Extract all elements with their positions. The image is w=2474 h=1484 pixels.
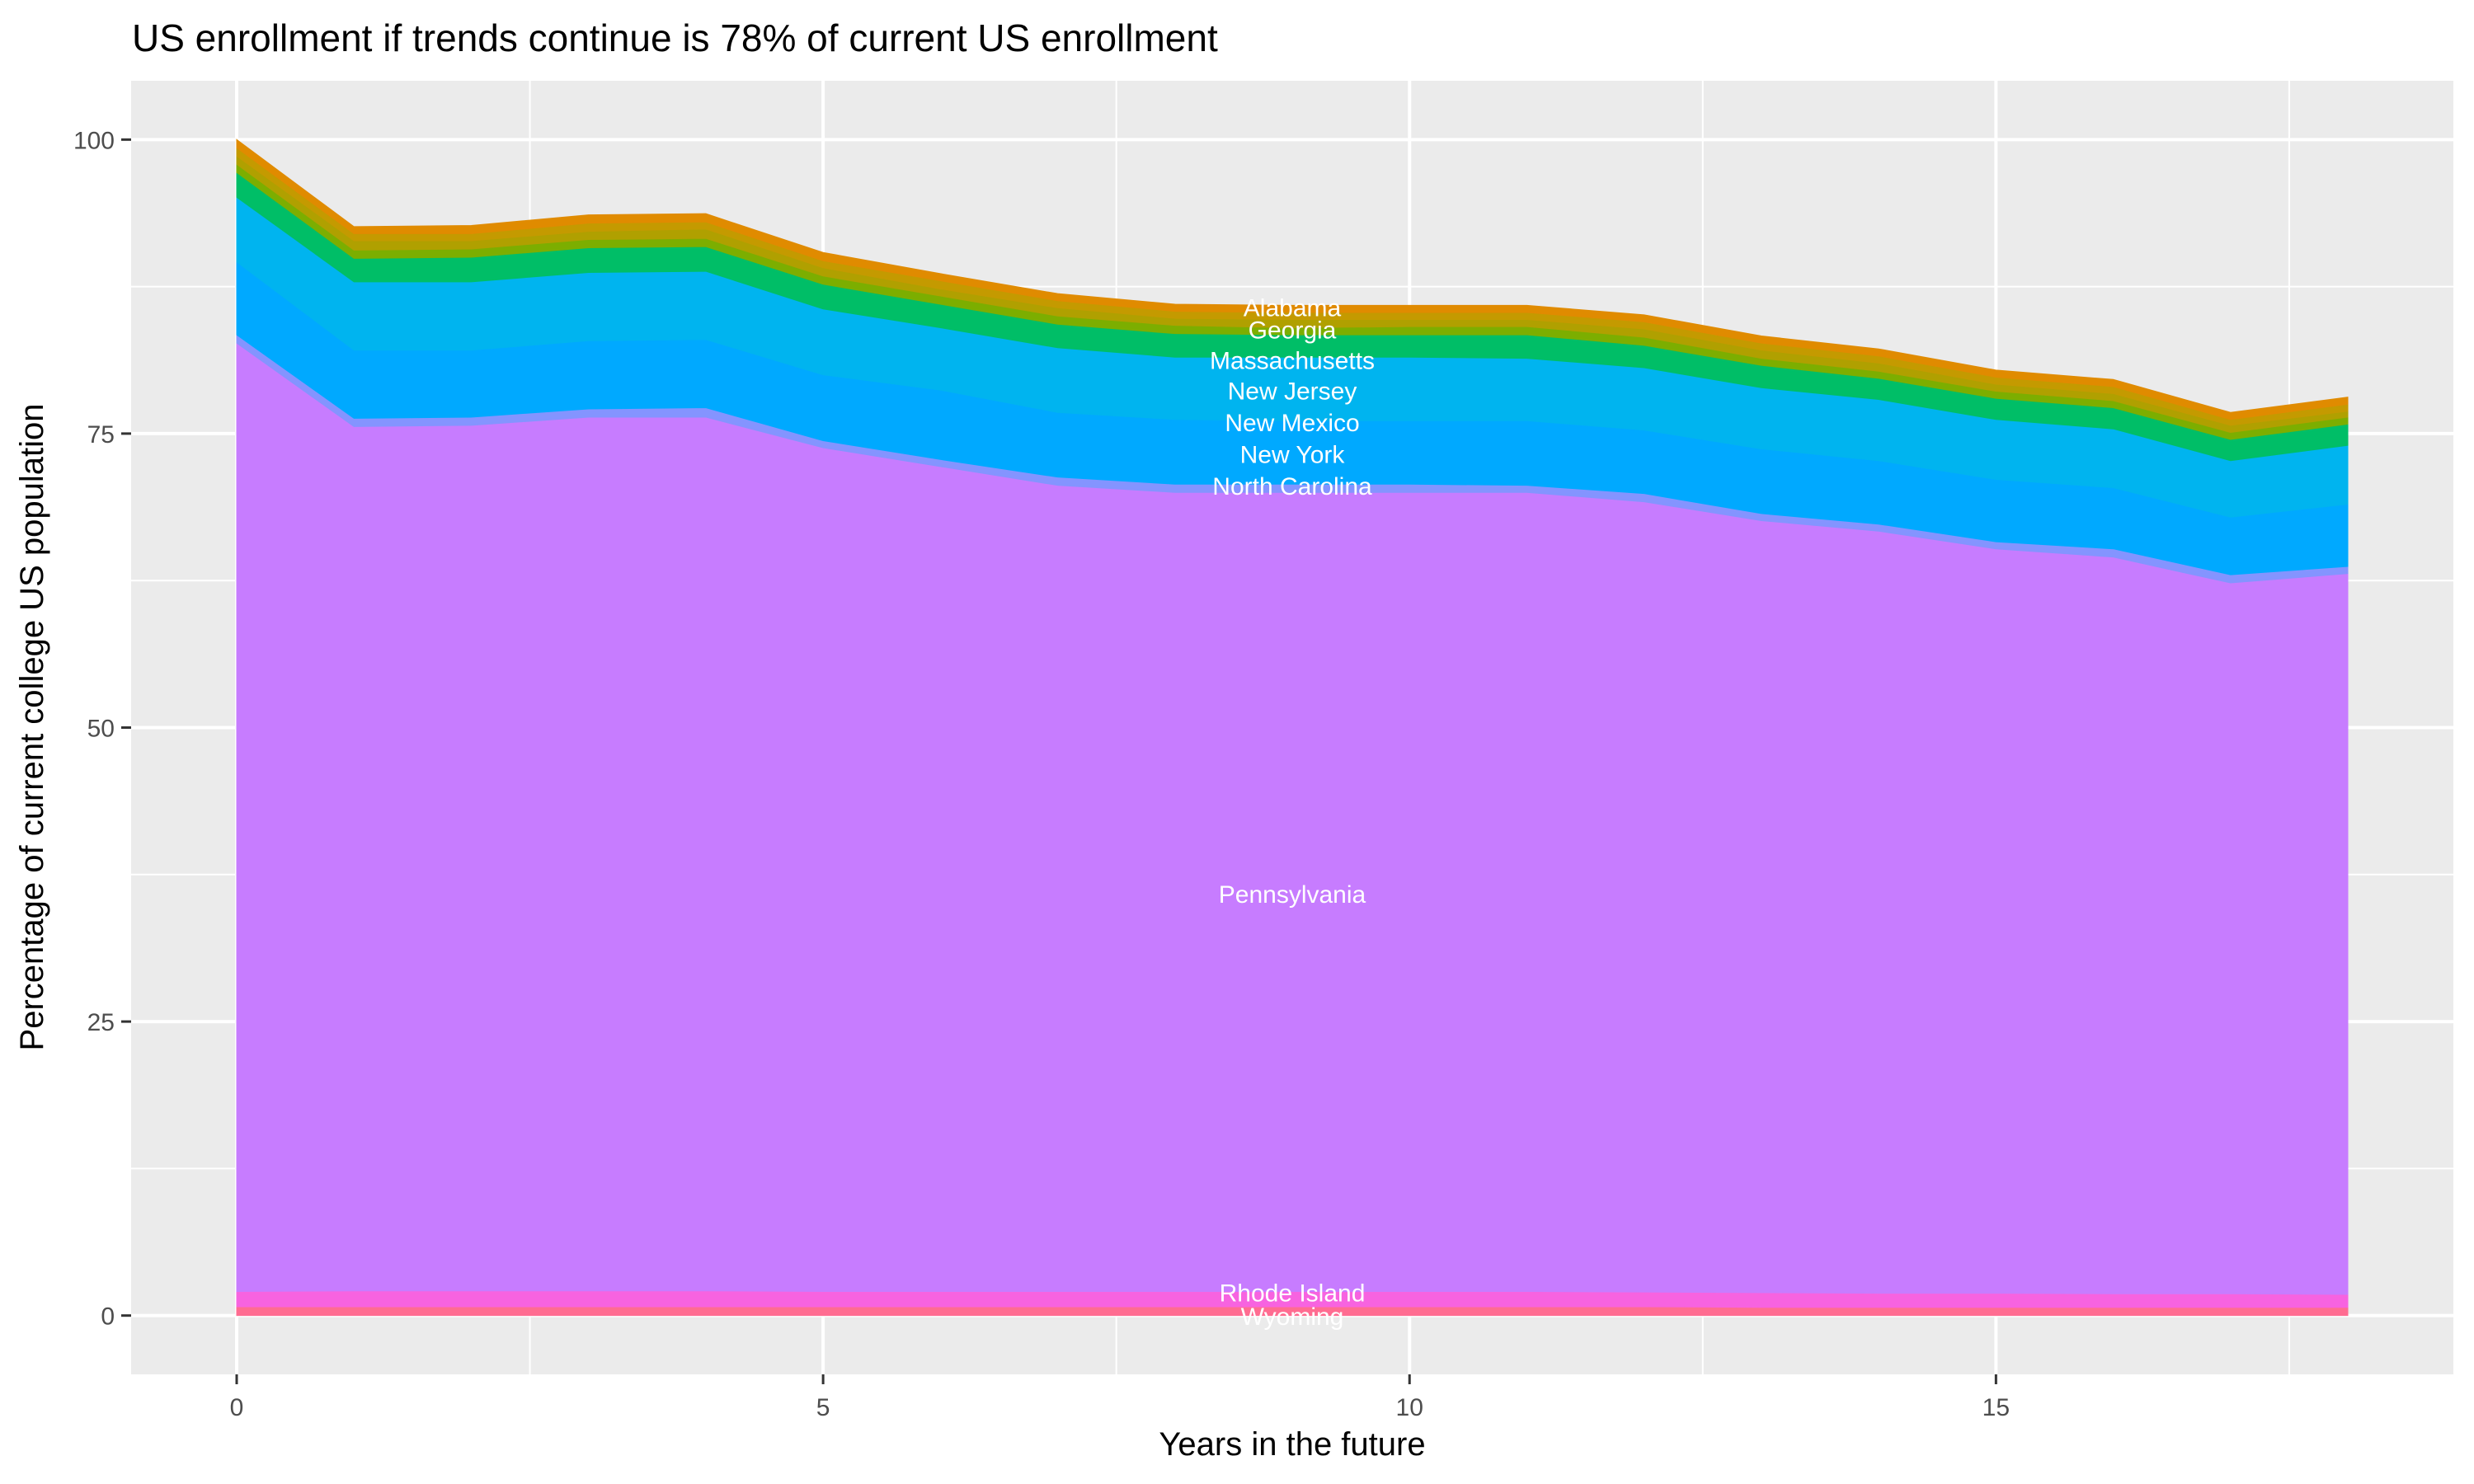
- x-tick-label: 5: [816, 1394, 830, 1421]
- area-layers: [236, 139, 2349, 1317]
- y-tick-label: 100: [73, 127, 115, 154]
- area-label: New Jersey: [1228, 378, 1357, 406]
- area-label: New York: [1240, 442, 1346, 469]
- area-label: Wyoming: [1241, 1303, 1344, 1331]
- area-layer-10: [236, 139, 2349, 420]
- y-axis-title: Percentage of current college US populat…: [14, 404, 50, 1051]
- area-label: Rhode Island: [1220, 1280, 1366, 1308]
- x-tick-label: 15: [1982, 1394, 2010, 1421]
- axes: 0 25 50 75 100 0 5 10 15: [73, 127, 2010, 1421]
- y-tick-label: 0: [101, 1303, 115, 1331]
- x-tick-label: 0: [230, 1394, 244, 1421]
- area-label: Alabama: [1244, 294, 1342, 322]
- y-tick-label: 50: [87, 716, 115, 743]
- x-axis-title: Years in the future: [1159, 1426, 1425, 1463]
- y-tick-label: 75: [87, 421, 115, 448]
- area-label: Massachusetts: [1210, 347, 1375, 374]
- area-label: Pennsylvania: [1219, 881, 1366, 909]
- x-tick-label: 10: [1396, 1394, 1423, 1421]
- area-label: North Carolina: [1212, 473, 1372, 500]
- chart-title: US enrollment if trends continue is 78% …: [132, 16, 1218, 59]
- y-tick-label: 25: [87, 1009, 115, 1036]
- area-label: New Mexico: [1225, 410, 1359, 437]
- area-label: Georgia: [1249, 317, 1337, 344]
